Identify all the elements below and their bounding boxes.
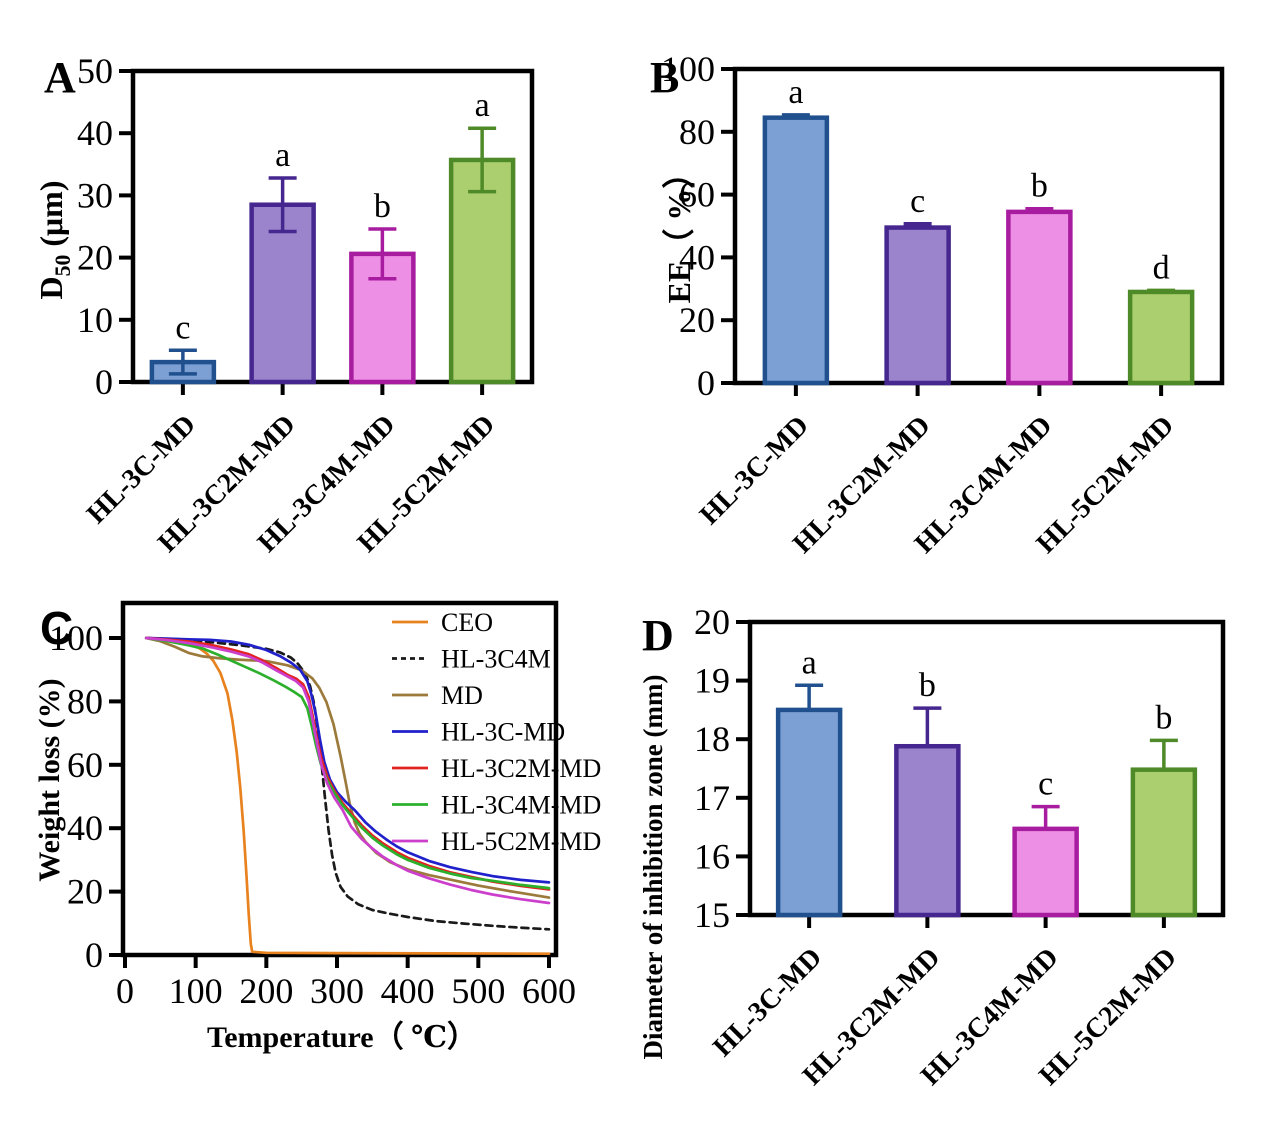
bar-HL-3C4M-MD — [1012, 826, 1079, 918]
x-axis-title: Temperature（ ℃） — [207, 1020, 477, 1054]
y-tick-label: 0 — [95, 362, 113, 402]
sig-letter: c — [1038, 766, 1053, 803]
category-label: HL-3C-MD — [707, 942, 828, 1063]
y-title-main: Weight loss (%) — [33, 678, 66, 881]
y-axis-title: Diameter of inhibition zone (mm) — [638, 675, 668, 1060]
sig-letter: a — [788, 74, 803, 111]
y-tick-label: 10 — [77, 300, 113, 340]
sig-letter: b — [919, 667, 936, 704]
legend-label: HL-5C2M-MD — [441, 827, 601, 856]
sig-letter: b — [374, 188, 391, 225]
curve-HL-3C4M — [144, 636, 551, 931]
panel-letter: C — [40, 602, 73, 654]
y-tick-label: 80 — [679, 112, 715, 152]
y-tick-label: 19 — [694, 661, 730, 701]
bar-HL-5C2M-MD — [1130, 767, 1198, 918]
sig-letter: c — [175, 309, 190, 346]
category-label: HL-3C-MD — [694, 410, 815, 531]
panel-D-frame — [747, 619, 1226, 918]
y-axis-title: D50 (μm) — [33, 181, 75, 300]
y-tick-label: 80 — [67, 681, 103, 721]
sig-letter: b — [1155, 699, 1172, 736]
bar-HL-5C2M-MD — [1127, 289, 1195, 386]
x-tick-label: 300 — [310, 971, 364, 1011]
y-tick-label: 20 — [77, 238, 113, 278]
sig-letter: b — [1031, 168, 1048, 205]
y-tick-label: 100 — [49, 618, 103, 658]
x-tick-label: 500 — [451, 971, 505, 1011]
bar-HL-5C2M-MD — [448, 157, 516, 385]
panel-letter: A — [44, 53, 76, 102]
y-title-main: EE（ %） — [661, 157, 697, 304]
legend-label: HL-3C2M-MD — [441, 754, 601, 783]
curve-HL-5C2M-MD — [144, 636, 551, 905]
y-title-main: D — [33, 276, 69, 299]
y-tick-label: 20 — [679, 300, 715, 340]
y-tick-label: 20 — [67, 872, 103, 912]
panel-A-frame — [130, 68, 535, 385]
y-tick-label: 60 — [67, 745, 103, 785]
legend-label: HL-3C-MD — [441, 718, 565, 747]
y-tick-label: 40 — [77, 113, 113, 153]
sig-letter: a — [802, 644, 817, 681]
y-tick-label: 60 — [679, 175, 715, 215]
y-tick-label: 18 — [694, 719, 730, 759]
y-tick-label: 50 — [77, 51, 113, 91]
legend-label: CEO — [441, 608, 493, 637]
bar-HL-3C-MD — [762, 115, 830, 386]
curve-HL-3C-MD — [144, 636, 551, 884]
y-tick-label: 16 — [694, 836, 730, 876]
x-tick-label: 200 — [239, 971, 293, 1011]
x-tick-label: 0 — [116, 971, 134, 1011]
legend-label: MD — [441, 681, 483, 710]
y-title-main: Diameter of inhibition zone (mm) — [638, 675, 668, 1060]
y-tick-label: 0 — [85, 935, 103, 975]
sig-letter: a — [275, 137, 290, 174]
y-tick-label: 17 — [694, 778, 730, 818]
y-tick-label: 20 — [694, 602, 730, 642]
y-axis-title: EE（ %） — [661, 157, 697, 304]
curve-MD — [144, 636, 551, 899]
x-tick-label: 100 — [169, 971, 223, 1011]
sig-letter: c — [910, 183, 925, 220]
y-axis-title: Weight loss (%) — [33, 678, 66, 881]
x-tick-label: 400 — [381, 971, 435, 1011]
curve-HL-3C2M-MD — [144, 636, 551, 891]
y-tick-label: 0 — [697, 363, 715, 403]
legend-label: HL-3C4M-MD — [441, 791, 601, 820]
bar-HL-3C-MD — [775, 707, 843, 918]
y-tick-label: 40 — [67, 808, 103, 848]
panel-B-frame — [732, 66, 1225, 386]
y-tick-label: 15 — [694, 895, 730, 935]
legend-label: HL-3C4M — [441, 645, 551, 674]
panel-letter: B — [650, 53, 679, 102]
bar-HL-3C2M-MD — [884, 225, 951, 386]
bar-HL-3C2M-MD — [894, 743, 961, 918]
sig-letter: a — [475, 87, 490, 124]
panel-C-frame — [120, 600, 559, 958]
y-title-sub: 50 — [51, 255, 75, 277]
sig-letter: d — [1153, 249, 1170, 286]
bar-HL-3C4M-MD — [1006, 209, 1073, 386]
y-tick-label: 40 — [679, 237, 715, 277]
x-tick-label: 600 — [522, 971, 576, 1011]
y-title-rest: (μm) — [33, 181, 69, 255]
y-tick-label: 100 — [661, 49, 715, 89]
y-tick-label: 30 — [77, 175, 113, 215]
panel-letter: D — [642, 611, 674, 660]
